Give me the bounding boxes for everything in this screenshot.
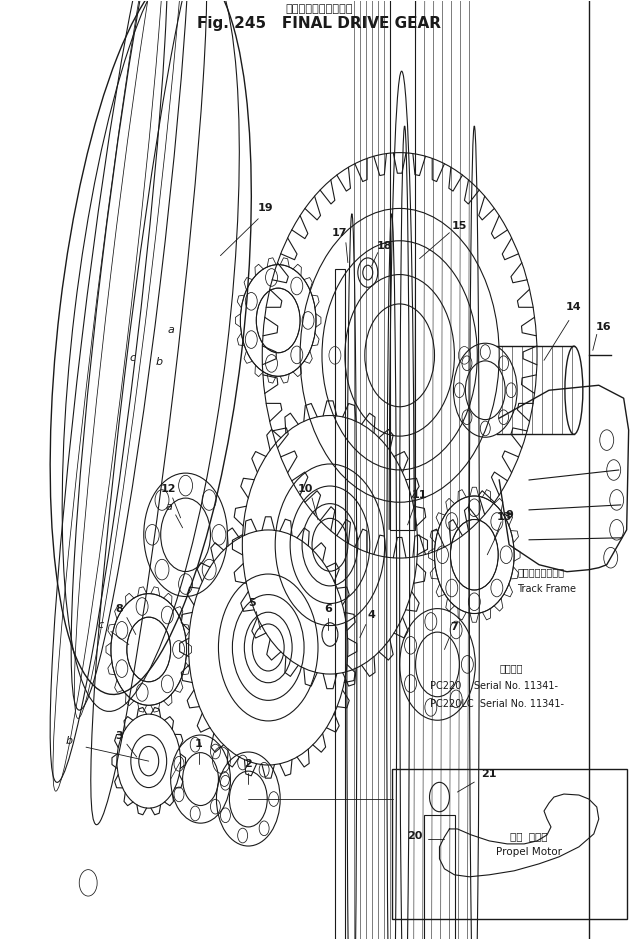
Bar <box>424 815 456 940</box>
Text: 11: 11 <box>412 490 427 500</box>
Text: ファイナル・ドライブ: ファイナル・ドライブ <box>285 5 353 14</box>
Text: 1: 1 <box>195 739 202 749</box>
Text: 8: 8 <box>115 603 122 614</box>
Bar <box>335 269 345 940</box>
Bar <box>392 769 627 918</box>
Text: c: c <box>130 353 136 364</box>
Text: 16: 16 <box>596 322 612 333</box>
Text: 3: 3 <box>115 731 122 742</box>
Text: 5: 5 <box>248 598 256 607</box>
Text: c: c <box>98 619 104 630</box>
Text: 14: 14 <box>566 303 582 312</box>
Text: a: a <box>165 502 172 512</box>
Text: 12: 12 <box>161 484 177 494</box>
Bar <box>390 0 415 530</box>
Text: 4: 4 <box>368 609 376 619</box>
Text: 20: 20 <box>407 831 422 841</box>
Text: Propel Motor: Propel Motor <box>496 847 562 857</box>
Text: 適用号機: 適用号機 <box>499 664 523 673</box>
Text: PC220    Serial No. 11341-: PC220 Serial No. 11341- <box>429 682 558 691</box>
Text: 15: 15 <box>452 221 467 230</box>
Text: a: a <box>167 325 174 336</box>
Text: 走行 モータ: 走行 モータ <box>510 831 548 841</box>
Text: Track Frame: Track Frame <box>517 584 576 594</box>
Text: 7: 7 <box>450 621 458 632</box>
Text: 19: 19 <box>257 203 273 212</box>
Text: Fig. 245   FINAL DRIVE GEAR: Fig. 245 FINAL DRIVE GEAR <box>197 16 441 31</box>
Text: b: b <box>66 736 73 746</box>
Text: 2: 2 <box>244 760 252 769</box>
Text: 17: 17 <box>332 227 348 238</box>
Text: 10: 10 <box>297 484 313 494</box>
Text: 9: 9 <box>505 509 513 520</box>
Text: 18: 18 <box>377 241 392 251</box>
Text: トラックフレーム: トラックフレーム <box>517 567 564 576</box>
Text: 21: 21 <box>482 769 497 779</box>
Text: b: b <box>155 357 162 368</box>
Text: 13: 13 <box>496 512 512 522</box>
Text: 6: 6 <box>324 603 332 614</box>
Text: PC220LC  Serial No. 11341-: PC220LC Serial No. 11341- <box>429 699 563 710</box>
